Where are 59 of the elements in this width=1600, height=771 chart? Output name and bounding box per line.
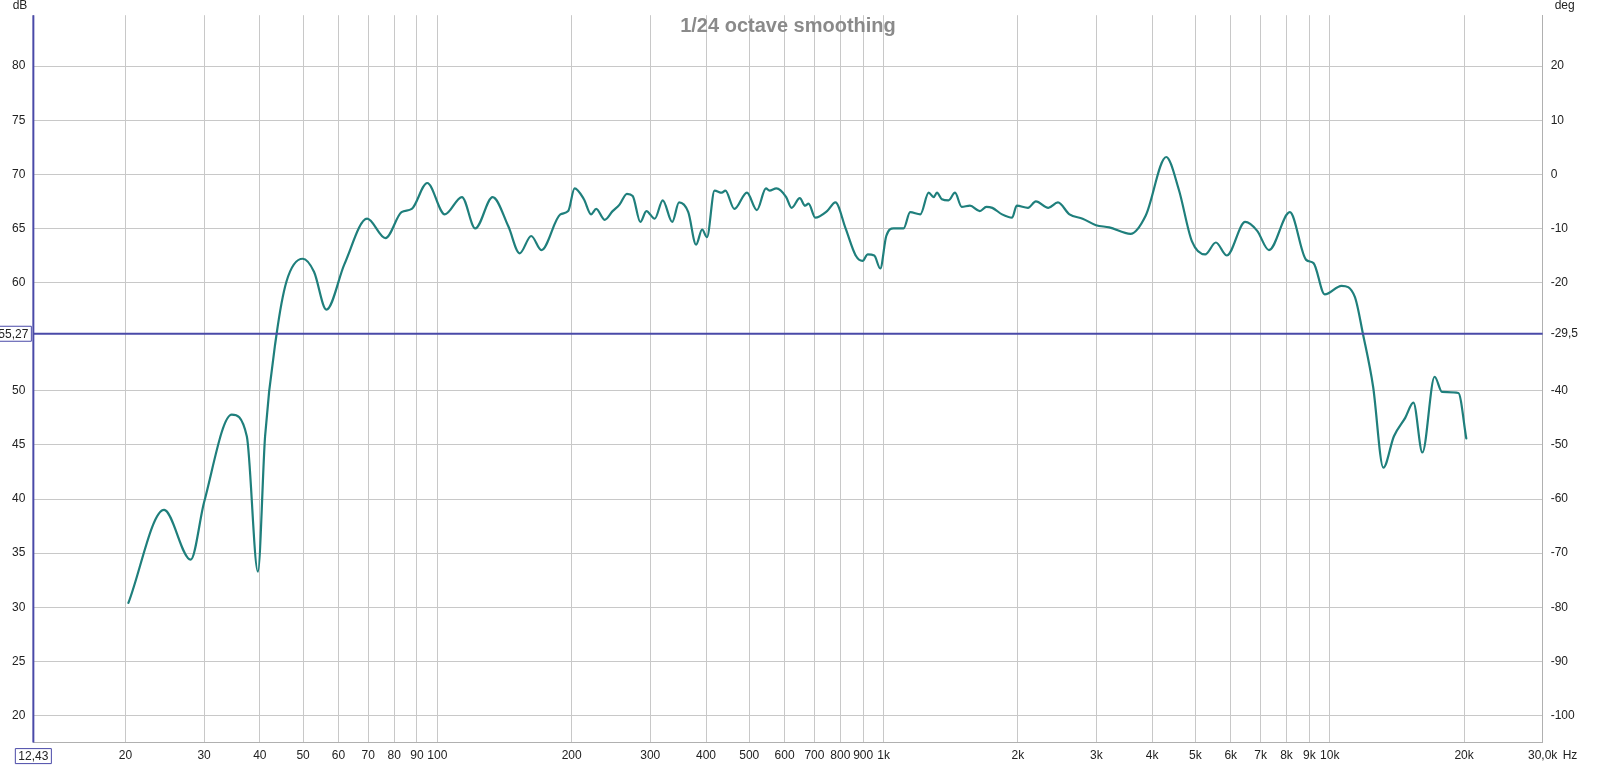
x-tick-label: 100 — [427, 748, 448, 763]
y-tick-label: 70 — [11, 166, 26, 181]
y2-axis-title: deg — [1554, 0, 1575, 13]
x-tick-label: 90 — [410, 748, 424, 763]
y2-tick-label: -29,5 — [1550, 326, 1579, 341]
y-tick-label: 75 — [11, 112, 26, 127]
x-tick-label: 800 — [830, 748, 851, 763]
x-tick-label: 9k — [1303, 748, 1317, 763]
x-tick-label: 400 — [696, 748, 717, 763]
x-tick-label: 8k — [1280, 748, 1294, 763]
y-tick-label: 35 — [11, 545, 26, 560]
x-tick-label: 3k — [1090, 748, 1104, 763]
y2-tick-label: -90 — [1550, 653, 1569, 668]
y-tick-label: 50 — [11, 383, 26, 398]
x-tick-label: 80 — [387, 748, 402, 763]
y2-tick-label: -100 — [1550, 707, 1575, 722]
y-tick-label: 60 — [11, 274, 26, 289]
x-tick-label: 600 — [774, 748, 795, 763]
y-tick-label: 25 — [11, 653, 26, 668]
y2-tick-label: -10 — [1550, 220, 1569, 235]
x-tick-label: 900 — [853, 748, 874, 763]
x-tick-label: 6k — [1224, 748, 1239, 763]
y-axis-title: dB — [12, 0, 28, 13]
y2-tick-label: -20 — [1550, 274, 1569, 289]
y-tick-label: 20 — [11, 707, 26, 722]
x-tick-label: 4k — [1145, 748, 1160, 763]
y2-tick-label: -70 — [1550, 545, 1569, 560]
y-tick-label: 40 — [11, 491, 26, 506]
x-tick-label: 7k — [1254, 748, 1268, 763]
x-tick-label: 5k — [1189, 748, 1203, 763]
y2-tick-label: 10 — [1550, 112, 1565, 127]
chart-title: 1/24 octave smoothing — [680, 13, 896, 36]
x-tick-label: 60 — [331, 748, 346, 763]
y-tick-label: 65 — [11, 220, 26, 235]
x-tick-label: 30,0k — [1527, 748, 1559, 763]
x-tick-label: 500 — [739, 748, 760, 763]
y2-tick-label: -50 — [1550, 437, 1569, 452]
x-tick-label: 10k — [1320, 748, 1341, 763]
x-tick-label: 30 — [197, 748, 212, 763]
y-tick-label: 30 — [11, 599, 26, 614]
x-tick-label: 200 — [561, 748, 583, 763]
y2-tick-label: -80 — [1550, 599, 1569, 614]
x-tick-label: 700 — [804, 748, 825, 763]
y2-tick-label: 0 — [1550, 166, 1558, 181]
y2-tick-label: 20 — [1550, 58, 1565, 73]
x-axis-title: Hz — [1562, 747, 1578, 762]
x-tick-label: 40 — [253, 748, 267, 763]
x-tick-label: 50 — [296, 748, 311, 763]
ref-line-label: 12,43 — [18, 749, 49, 764]
y-tick-label: 45 — [11, 437, 26, 452]
x-tick-label: 1k — [877, 748, 891, 763]
x-tick-label: 20k — [1454, 748, 1475, 763]
y2-tick-label: -40 — [1550, 383, 1569, 398]
y2-tick-label: -60 — [1550, 491, 1569, 506]
x-tick-label: 20 — [118, 748, 133, 763]
y-tick-label: 80 — [11, 58, 26, 73]
x-tick-label: 70 — [361, 748, 376, 763]
x-tick-label: 300 — [640, 748, 661, 763]
x-tick-label: 2k — [1011, 748, 1026, 763]
